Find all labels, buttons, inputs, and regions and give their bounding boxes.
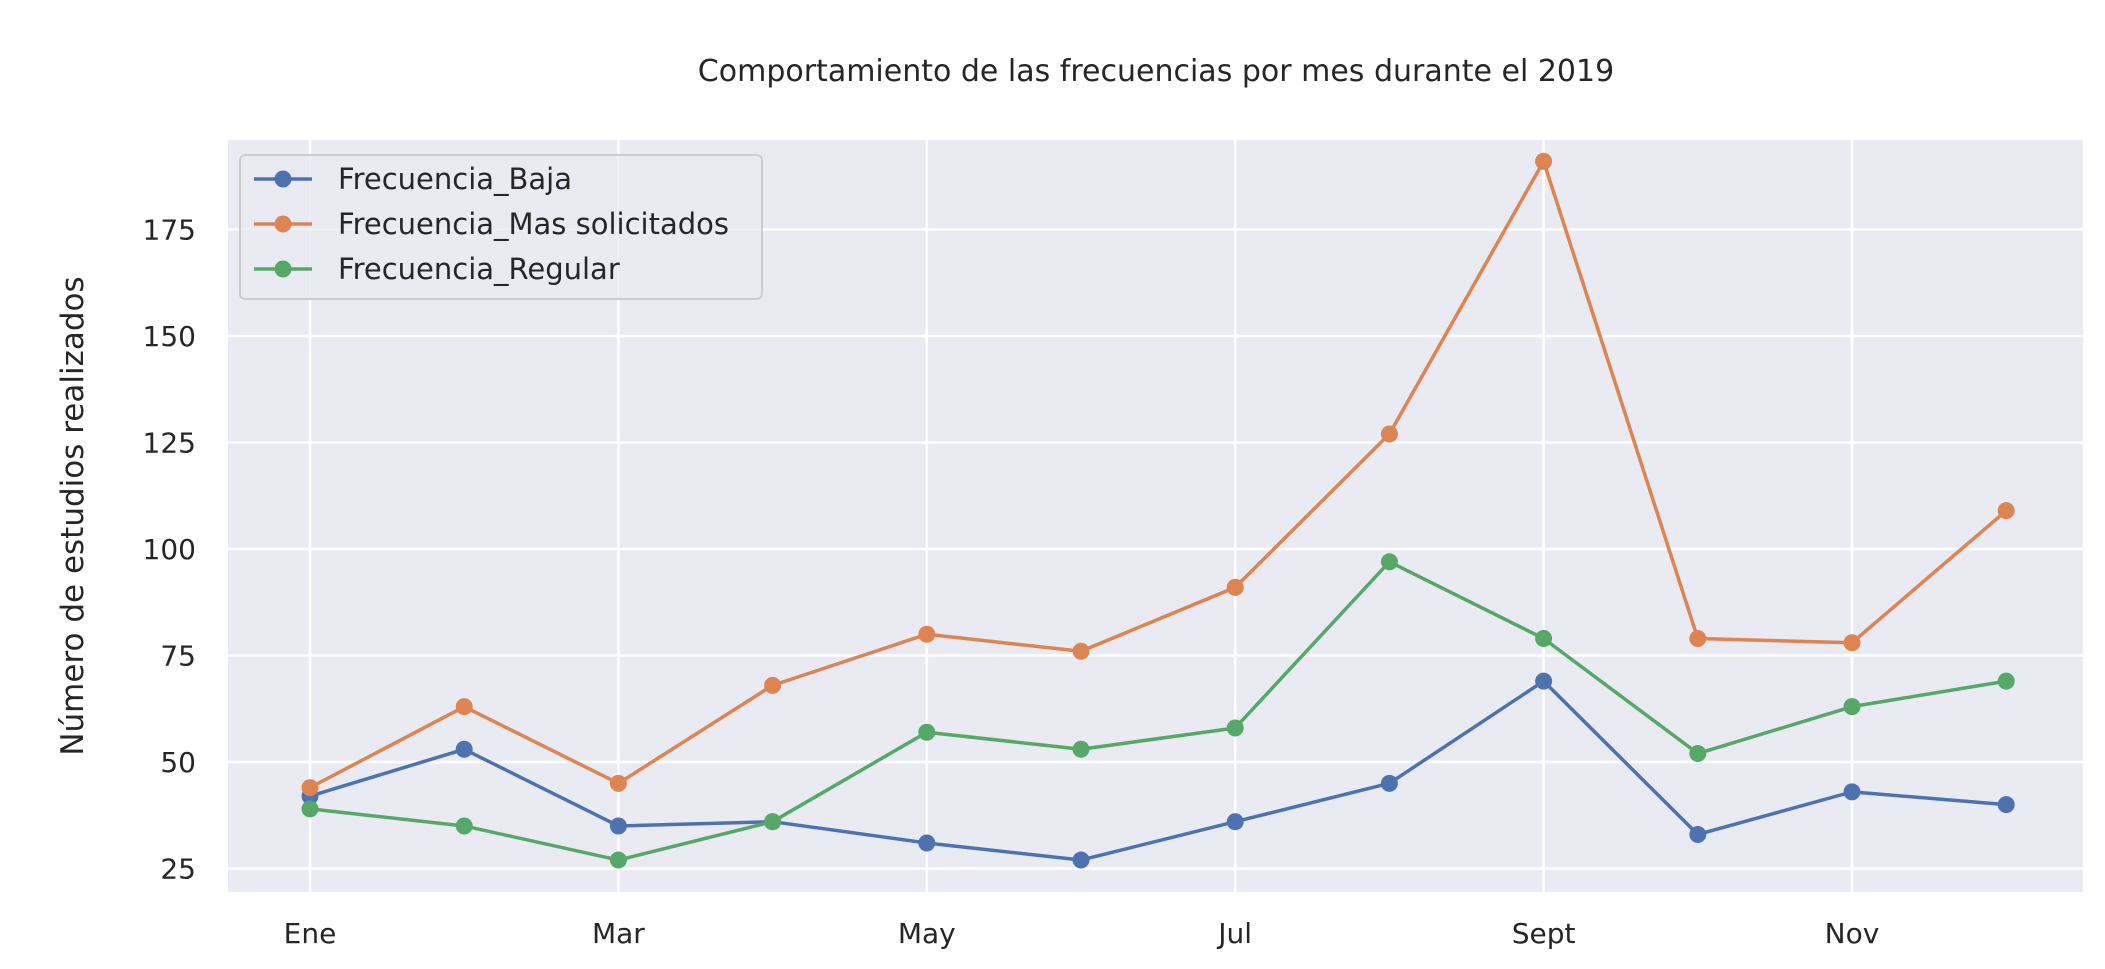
x-tick-label: Sept [1512, 917, 1576, 950]
x-tick-label: May [898, 917, 956, 950]
data-point [1997, 672, 2015, 690]
data-point [1997, 796, 2015, 814]
y-tick-label: 25 [160, 853, 196, 886]
data-point [1535, 629, 1553, 647]
series-2 [301, 553, 2015, 869]
data-point [1997, 502, 2015, 520]
data-point [1843, 783, 1861, 801]
y-axis-label: Número de estudios realizados [55, 276, 91, 755]
data-point [1380, 774, 1398, 792]
data-point [609, 774, 627, 792]
series-line [309, 159, 2008, 790]
data-point [1689, 629, 1707, 647]
legend-marker [274, 170, 292, 188]
y-tick-label: 75 [160, 640, 196, 673]
data-point [1535, 152, 1553, 170]
data-point [301, 800, 319, 818]
data-point [455, 817, 473, 835]
x-tick-label: Mar [592, 917, 645, 950]
x-tick-label: Jul [1216, 917, 1252, 950]
data-point [1072, 642, 1090, 660]
legend-label: Frecuencia_Mas solicitados [338, 207, 729, 241]
data-point [1226, 813, 1244, 831]
y-tick-label: 100 [143, 533, 196, 566]
data-point [1380, 425, 1398, 443]
series-line [309, 560, 2007, 862]
data-point [1843, 634, 1861, 652]
y-axis-ticks: 25 50 75 100 125 150 175 [143, 213, 196, 885]
y-tick-label: 175 [143, 213, 196, 246]
data-point [1689, 745, 1707, 763]
legend-box [239, 154, 763, 300]
data-point [764, 676, 782, 694]
data-point [764, 813, 782, 831]
legend-item: Frecuencia_Regular [254, 252, 620, 286]
chart-title: Comportamiento de las frecuencias por me… [698, 54, 1614, 89]
data-point [1226, 578, 1244, 596]
legend-marker [274, 260, 292, 278]
data-point [1072, 740, 1090, 758]
x-tick-label: Nov [1825, 917, 1880, 950]
series-line [309, 679, 2007, 862]
x-axis-ticks: Ene Mar May Jul Sept Nov [284, 917, 1880, 950]
legend-marker [274, 215, 292, 233]
series-layer [301, 152, 2015, 869]
data-point [1226, 719, 1244, 737]
legend: Frecuencia_Baja Frecuencia_Mas solicitado… [239, 154, 763, 300]
legend-item: Frecuencia_Baja [254, 162, 572, 196]
data-point [609, 851, 627, 869]
y-tick-label: 50 [160, 746, 196, 779]
data-point [301, 779, 319, 797]
data-point [1689, 825, 1707, 843]
data-point [1535, 672, 1553, 690]
data-point [455, 698, 473, 716]
data-point [1072, 851, 1090, 869]
data-point [609, 817, 627, 835]
y-tick-label: 150 [143, 320, 196, 353]
data-point [455, 740, 473, 758]
x-tick-label: Ene [284, 917, 337, 950]
series-1 [301, 152, 2015, 797]
data-point [918, 834, 936, 852]
legend-label: Frecuencia_Baja [338, 162, 572, 196]
data-point [918, 723, 936, 741]
data-point [1843, 698, 1861, 716]
legend-item: Frecuencia_Mas solicitados [254, 207, 729, 241]
data-point [1380, 553, 1398, 571]
data-point [918, 625, 936, 643]
y-tick-label: 125 [143, 427, 196, 460]
legend-label: Frecuencia_Regular [338, 252, 620, 286]
